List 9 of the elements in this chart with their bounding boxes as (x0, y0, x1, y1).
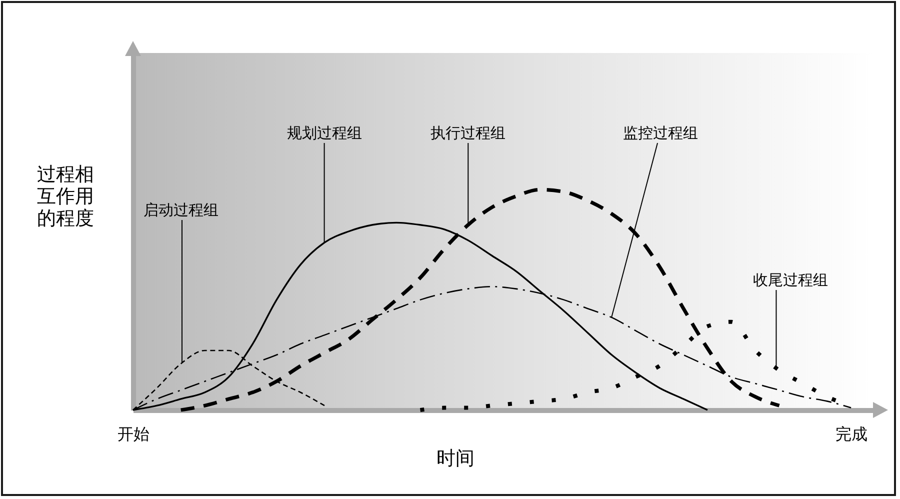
text: 执行过程组 (430, 124, 506, 142)
x-tick-label: 完成 (836, 424, 868, 444)
text: 规划过程组 (286, 124, 362, 142)
y-axis-title: 过程相互作用的程度 (37, 164, 94, 230)
text: 启动过程组 (143, 201, 218, 219)
x-axis-title: 时间 (436, 448, 475, 470)
text: 收尾过程组 (752, 271, 828, 289)
x-tick-label: 开始 (118, 424, 150, 444)
text: 监控过程组 (623, 124, 698, 142)
